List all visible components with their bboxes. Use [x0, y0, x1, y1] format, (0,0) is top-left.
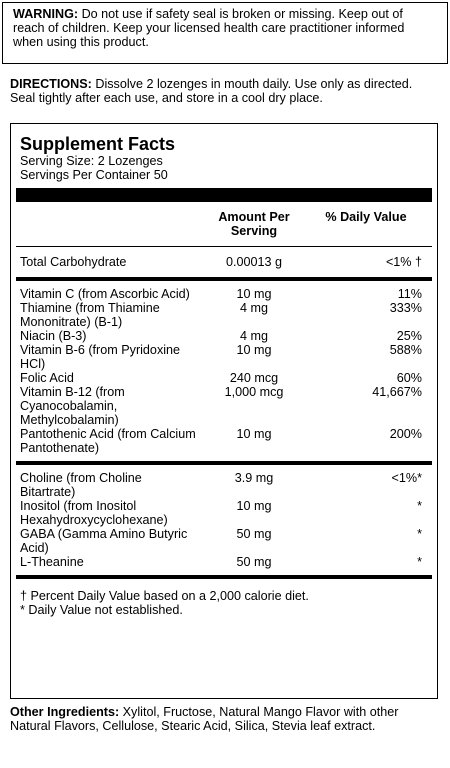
nutrient-amount: 4 mg [240, 329, 268, 343]
nutrient-amount: 240 mcg [229, 371, 279, 385]
nutrient-row: L-Theanine 50 mg * [20, 555, 428, 569]
nutrient-name: Thiamine (from Thiamine Mononitrate) (B-… [20, 301, 160, 329]
dv-header: % Daily Value [325, 210, 407, 224]
nutrient-name: Pantothenic Acid (from Calcium Pantothen… [20, 427, 196, 455]
nutrient-name: Choline (from Choline Bitartrate) [20, 471, 142, 499]
nutrient-row: Niacin (B-3) 4 mg 25% [20, 329, 428, 343]
nutrient-dv: 41,667% [372, 385, 422, 399]
warning-text: Do not use if safety seal is broken or m… [13, 7, 405, 49]
nutrient-amount: 0.00013 g [225, 255, 283, 269]
nutrient-amount: 50 mg [236, 527, 272, 541]
other-text: Xylitol, Fructose, Natural Mango Flavor … [10, 705, 399, 733]
warning-label: WARNING: [13, 7, 79, 21]
nutrient-amount: 10 mg [236, 343, 272, 357]
nutrient-dv: 60% [396, 371, 422, 385]
nutrient-dv: * [417, 555, 422, 569]
nutrient-amount: 1,000 mcg [224, 385, 284, 399]
nutrient-dv: * [417, 499, 422, 513]
header-bar [16, 188, 432, 202]
nutrient-dv: 200% [389, 427, 422, 441]
nutrient-group: Choline (from Choline Bitartrate) 3.9 mg <… [16, 465, 432, 579]
nutrient-dv: * [417, 527, 422, 541]
directions-label: DIRECTIONS: [10, 77, 92, 91]
nutrient-name: Vitamin C (from Ascorbic Acid) [20, 287, 190, 301]
nutrient-amount: 3.9 mg [234, 471, 274, 485]
nutrient-name: Vitamin B-12 (from Cyanocobalamin, Methy… [20, 385, 125, 427]
warning-box: WARNING: Do not use if safety seal is br… [2, 2, 448, 64]
amount-header: Amount Per Serving [218, 210, 290, 238]
nutrient-dv: 11% [397, 287, 422, 301]
facts-title: Supplement Facts [20, 134, 176, 154]
nutrient-amount: 50 mg [236, 555, 272, 569]
nutrient-row: Vitamin B-6 (from Pyridoxine HCl) 10 mg 58… [20, 343, 428, 371]
other-label: Other Ingredients: [10, 705, 120, 719]
nutrient-name: Inositol (from Inositol Hexahydroxycyclo… [20, 499, 168, 527]
nutrient-amount: 10 mg [236, 499, 272, 513]
nutrient-row: Inositol (from Inositol Hexahydroxycyclo… [20, 499, 428, 527]
column-headers: Amount Per Serving % Daily Value [16, 210, 432, 247]
footnotes: † Percent Daily Value based on a 2,000 c… [20, 589, 428, 617]
serving-size: Serving Size: 2 Lozenges [20, 154, 163, 168]
nutrient-dv: 25% [396, 329, 422, 343]
nutrient-name: Vitamin B-6 (from Pyridoxine HCl) [20, 343, 181, 371]
footnote: * Daily Value not established. [20, 603, 183, 617]
nutrient-dv: 333% [389, 301, 422, 315]
nutrient-groups: Total Carbohydrate 0.00013 g <1% † Vitamin … [16, 247, 432, 579]
nutrient-name: L-Theanine [20, 555, 84, 569]
nutrient-dv: 588% [389, 343, 422, 357]
nutrient-name: GABA (Gamma Amino Butyric Acid) [20, 527, 188, 555]
directions: DIRECTIONS: Dissolve 2 lozenges in mouth… [10, 77, 438, 105]
servings-per-container: Servings Per Container 50 [20, 168, 168, 182]
nutrient-amount: 4 mg [240, 301, 268, 315]
nutrient-row: Thiamine (from Thiamine Mononitrate) (B-… [20, 301, 428, 329]
nutrient-dv: <1% † [385, 255, 422, 269]
nutrient-row: Total Carbohydrate 0.00013 g <1% † [20, 255, 428, 269]
nutrient-name: Total Carbohydrate [20, 255, 127, 269]
nutrient-row: Vitamin C (from Ascorbic Acid) 10 mg 11% [20, 287, 428, 301]
nutrient-group: Vitamin C (from Ascorbic Acid) 10 mg 11% Th… [16, 281, 432, 465]
nutrient-row: GABA (Gamma Amino Butyric Acid) 50 mg * [20, 527, 428, 555]
nutrient-row: Folic Acid 240 mcg 60% [20, 371, 428, 385]
nutrient-row: Vitamin B-12 (from Cyanocobalamin, Methy… [20, 385, 428, 427]
nutrient-amount: 10 mg [236, 427, 272, 441]
nutrient-dv: <1%* [391, 471, 422, 485]
spacer [20, 210, 198, 238]
other-ingredients: Other Ingredients: Xylitol, Fructose, Na… [10, 705, 440, 733]
nutrient-row: Pantothenic Acid (from Calcium Pantothen… [20, 427, 428, 455]
nutrient-group: Total Carbohydrate 0.00013 g <1% † [16, 247, 432, 281]
supplement-facts: Supplement Facts Serving Size: 2 Lozenge… [10, 123, 438, 699]
nutrient-amount: 10 mg [236, 287, 272, 301]
nutrient-name: Folic Acid [20, 371, 74, 385]
footnote: † Percent Daily Value based on a 2,000 c… [20, 589, 309, 603]
directions-text: Dissolve 2 lozenges in mouth daily. Use … [10, 77, 413, 105]
nutrient-name: Niacin (B-3) [20, 329, 87, 343]
nutrient-row: Choline (from Choline Bitartrate) 3.9 mg <… [20, 471, 428, 499]
